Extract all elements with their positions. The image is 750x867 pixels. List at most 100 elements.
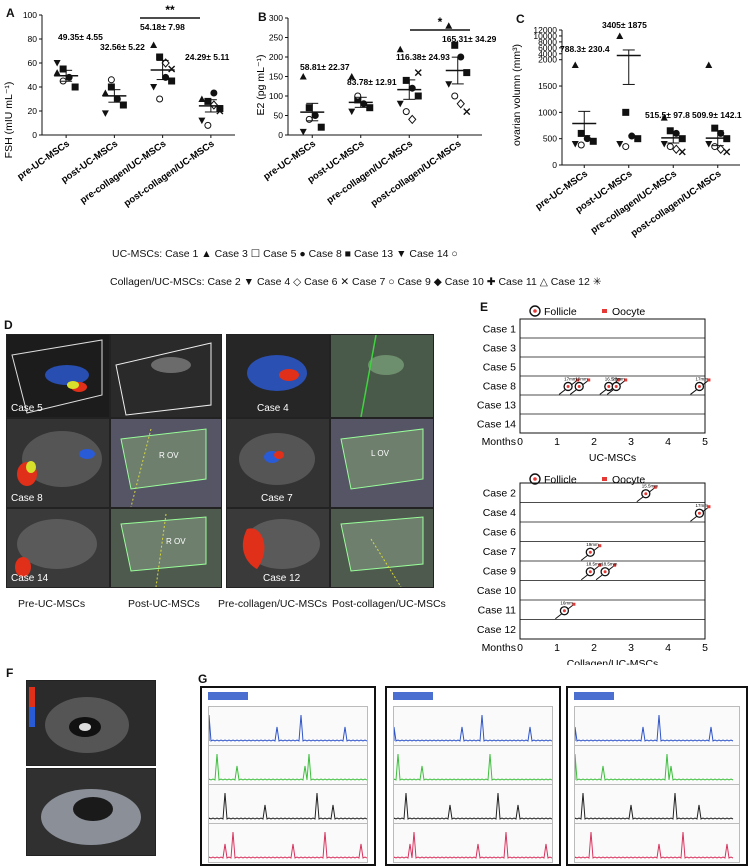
data-point <box>666 143 674 151</box>
data-point <box>204 121 212 129</box>
mean-sem-label: 32.56± 5.22 <box>100 42 145 52</box>
case-label-14: Case 14 <box>11 573 49 584</box>
timeline-case-label: Case 11 <box>478 605 516 617</box>
ov-label-lov: L OV <box>371 449 389 458</box>
follicle-center <box>697 511 701 515</box>
data-point <box>53 60 61 67</box>
data-point <box>616 32 624 39</box>
follicle-legend-label: Follicle <box>544 474 577 486</box>
report-trace-row <box>574 706 740 746</box>
oocyte-marker <box>572 602 576 606</box>
report-trace-row <box>393 784 553 824</box>
data-point <box>299 73 307 80</box>
data-point <box>672 129 680 137</box>
report-trace-row <box>393 823 553 863</box>
panel-e-legend-top: Follicle Oocyte <box>529 305 645 318</box>
timeline-case-label: Case 4 <box>483 507 516 519</box>
oocyte-marker <box>707 378 711 382</box>
oocyte-legend-label: Oocyte <box>612 474 645 486</box>
y-tick-label: 40 <box>28 82 38 92</box>
caption-pre-uc: Pre-UC-MSCs <box>18 598 86 610</box>
dna-report-2 <box>385 686 561 866</box>
case-label-7: Case 7 <box>261 493 293 504</box>
report-trace <box>393 831 553 859</box>
report-trace <box>574 753 734 781</box>
dna-report-3 <box>566 686 748 866</box>
data-point <box>198 95 206 102</box>
data-point <box>311 112 319 119</box>
data-point <box>616 140 624 148</box>
y-tick-label: 300 <box>269 13 283 23</box>
report-trace-row <box>393 706 553 746</box>
data-point <box>101 89 109 96</box>
panel-a-ylabel: FSH (mIU mL⁻¹) <box>3 82 15 159</box>
report-trace <box>393 714 553 742</box>
data-point <box>107 76 115 84</box>
follicle-center <box>562 609 566 613</box>
follicle-center <box>588 570 592 574</box>
timeline-tick-label: 0 <box>517 436 523 448</box>
data-point <box>660 140 668 148</box>
y-tick-label: 6000 <box>538 43 557 53</box>
report-trace-row <box>393 745 553 785</box>
legend-case-item: Case 1 ▲ <box>165 248 212 260</box>
panel-b-ylabel: E2 (pg mL⁻¹) <box>255 55 267 116</box>
data-point <box>577 141 585 149</box>
report-trace <box>208 792 368 820</box>
data-point <box>622 143 630 151</box>
timeline-tick-label: 0 <box>517 642 523 654</box>
timeline-case-label: Case 6 <box>483 527 516 539</box>
data-point <box>107 83 115 91</box>
data-point <box>305 104 313 112</box>
data-point <box>317 123 325 131</box>
data-point <box>396 45 404 53</box>
follicle-center <box>614 384 618 388</box>
case-label-12: Case 12 <box>263 573 301 584</box>
mean-sem-label: 515.5± 97.8 <box>645 110 690 120</box>
timeline-tick-label: 4 <box>665 436 671 448</box>
caption-post-uc: Post-UC-MSCs <box>128 598 200 610</box>
case-label-8: Case 8 <box>11 493 43 504</box>
legend-case-item: Case 8 ■ <box>305 248 352 260</box>
case-label-5: Case 5 <box>11 403 43 414</box>
mean-sem-label: 83.78± 12.91 <box>347 77 397 87</box>
panel-b-marks: 58.81± 22.37 83.78± 12.91 116.38± 24.93 165… <box>299 15 497 136</box>
panel-g-letter: G <box>198 672 208 686</box>
follicle-size-label: 16.5mm <box>605 376 622 381</box>
legend-case-item: Case 12 ✳ <box>547 276 602 288</box>
data-point <box>348 108 356 116</box>
data-point <box>396 100 404 108</box>
report-trace-row <box>574 784 740 824</box>
report-trace <box>208 831 368 859</box>
data-point <box>168 77 176 85</box>
report-header-logo <box>208 692 248 700</box>
legend-case-item: Case 2 ▼ <box>207 276 255 288</box>
report-trace-row <box>208 823 368 863</box>
follicle-center <box>566 384 570 388</box>
us-image-case5-post <box>110 334 222 418</box>
panel-e-top: Case 1 Case 3 Case 5 Case 8 Case 13 Case 14 Mo… <box>477 318 711 464</box>
data-point <box>660 114 668 121</box>
us-image-case7-pre: Case 7 <box>226 418 330 508</box>
data-point <box>589 137 597 145</box>
report-trace-row <box>208 706 368 746</box>
us-image-case12-post <box>330 508 434 588</box>
timeline-tick-label: 2 <box>591 642 597 654</box>
oocyte-legend-label: Oocyte <box>612 306 645 318</box>
legend-collagen-title: Collagen/UC-MSCs: <box>110 276 205 288</box>
dna-report-1 <box>200 686 376 866</box>
y-tick-label: 100 <box>269 91 283 101</box>
panel-e-legend-bottom: Follicle Oocyte <box>529 473 645 486</box>
panel-a-axis: 020406080100pre-UC-MSCspost-UC-MSCspre-c… <box>15 10 235 209</box>
panel-f-letter: F <box>6 666 14 680</box>
data-point <box>305 115 313 123</box>
legend-collagen-items: Case 2 ▼ Case 4 ◇ Case 6 ✕ Case 7 ○ Case… <box>207 276 601 288</box>
y-tick-label: 0 <box>32 130 37 140</box>
data-point <box>678 148 686 156</box>
y-tick-label: 1000 <box>538 107 557 117</box>
y-tick-label: 20 <box>28 106 38 116</box>
us-image-f-top <box>26 680 156 766</box>
timeline-case-label: Case 10 <box>477 585 516 597</box>
panel-d-letter: D <box>4 318 13 332</box>
